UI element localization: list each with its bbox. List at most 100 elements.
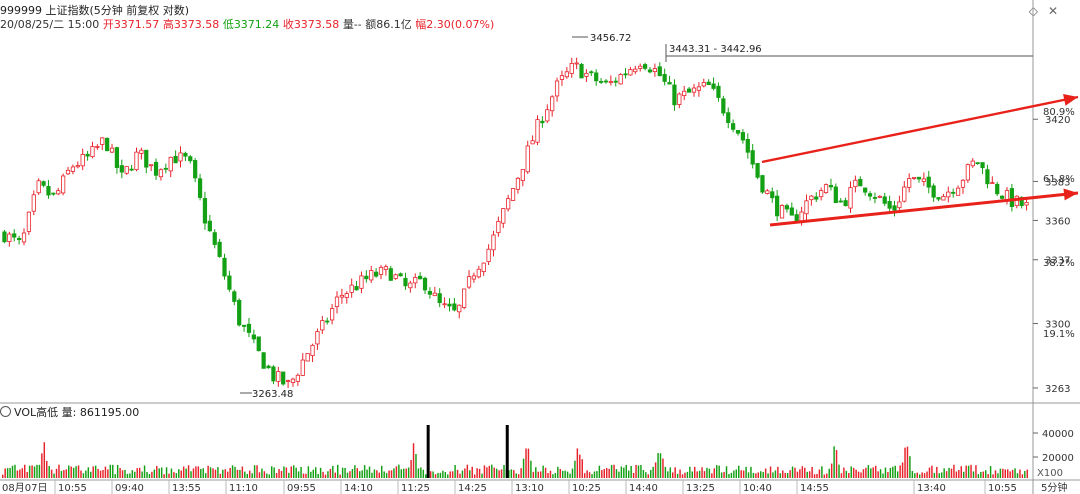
candle-body: [936, 197, 941, 200]
volume-bar: [681, 474, 684, 478]
volume-bar: [439, 472, 442, 478]
volume-bar: [574, 460, 576, 478]
volume-bar: [148, 473, 151, 478]
candle-body: [960, 179, 966, 188]
volume-bar: [175, 473, 178, 478]
volume-bar: [806, 471, 808, 478]
candle-body: [735, 130, 741, 134]
volume-bar: [662, 458, 664, 478]
candle-body: [17, 238, 22, 241]
candle-body: [422, 277, 428, 291]
candle-body: [951, 191, 956, 194]
candle-body: [437, 293, 442, 303]
candle-body: [745, 138, 750, 153]
volume-bar-marker: [505, 425, 509, 478]
volume-bar: [361, 470, 363, 478]
volume-bar: [295, 467, 297, 478]
date-readout: 20/08/25/二 15:00: [0, 18, 100, 31]
candle-body: [809, 195, 814, 201]
volume-bar: [745, 466, 747, 478]
y-tick-label: 3383: [1045, 177, 1070, 188]
x-tick-label: 10:25: [572, 483, 601, 494]
volume-bar: [953, 464, 955, 478]
volume-bar: [791, 466, 794, 478]
volume-bar: [772, 472, 774, 478]
volume-bar: [53, 473, 55, 478]
volume-bar: [566, 471, 569, 478]
volume-bar: [168, 473, 170, 478]
volume-bar: [718, 465, 720, 478]
volume-bar: [180, 470, 182, 478]
change-value: 2.30(0.07%): [426, 18, 495, 31]
candle-body: [838, 200, 843, 203]
volume-bar: [366, 469, 368, 478]
candle-body: [603, 80, 609, 83]
candle-body: [921, 178, 926, 182]
volume-bar: [165, 467, 168, 478]
candle-body: [129, 168, 134, 171]
x-tick-label: 13:55: [172, 483, 201, 494]
volume-bar: [620, 466, 623, 478]
volume-bar: [246, 473, 248, 478]
volume-bar: [77, 465, 80, 478]
volume-bar: [830, 463, 833, 478]
volume-bar: [493, 467, 495, 478]
candle-body: [398, 273, 403, 277]
candle-body: [481, 262, 486, 273]
volume-bar: [236, 469, 239, 478]
candle-body: [731, 123, 736, 130]
volume-bar: [972, 471, 975, 478]
candle-body: [207, 220, 212, 232]
volume-bar: [586, 470, 588, 478]
open-value: 3371.57: [113, 18, 160, 31]
candle-body: [374, 271, 379, 277]
candle-body: [413, 277, 418, 284]
volume-bar: [471, 466, 473, 478]
volume-bar: [207, 465, 209, 478]
volume-bar: [341, 467, 344, 478]
amount-label: 额: [365, 18, 377, 31]
candle-body: [51, 192, 56, 195]
volume-bar: [244, 471, 246, 478]
close-icon[interactable]: ✕: [1047, 4, 1058, 18]
y-tick-label: 3360: [1045, 216, 1070, 227]
candle-body: [716, 85, 721, 98]
volume-bar: [999, 468, 1002, 478]
volume-bar: [794, 467, 796, 478]
volume-bar: [513, 470, 515, 478]
volume-bar: [755, 473, 757, 478]
candle-body: [823, 184, 829, 193]
fib-level-label: 80.9%: [1043, 107, 1075, 118]
candle-body: [574, 62, 579, 65]
volume-bar: [58, 464, 60, 478]
volume-bar: [918, 474, 921, 478]
volume-bar: [400, 469, 403, 478]
candle-body: [109, 147, 115, 153]
candle-body: [447, 303, 452, 307]
candle-body: [21, 232, 27, 243]
volume-bar: [297, 471, 300, 478]
candle-body: [90, 146, 95, 158]
candle-body: [281, 371, 286, 385]
volume-bar: [799, 469, 801, 478]
volume-bar: [346, 472, 349, 478]
volume-bar: [217, 467, 219, 478]
volume-bar: [1016, 473, 1019, 478]
volume-bar: [808, 471, 811, 478]
volume-bar: [356, 468, 359, 478]
volume-bar: [466, 464, 469, 478]
volume-bar: [1006, 469, 1009, 478]
candle-body: [701, 82, 706, 87]
candle-body: [877, 195, 882, 198]
volume-bar: [843, 467, 845, 478]
volume-bar: [292, 465, 295, 478]
volume-bar: [691, 471, 694, 478]
y-tick-label: 3300: [1045, 319, 1070, 330]
volume-bar: [204, 473, 207, 478]
candle-body: [740, 132, 746, 141]
volume-bar: [280, 471, 283, 478]
candle-body: [613, 80, 618, 83]
volume-bar: [962, 471, 965, 478]
candle-body: [559, 75, 565, 80]
indicator-icon[interactable]: [0, 406, 11, 417]
